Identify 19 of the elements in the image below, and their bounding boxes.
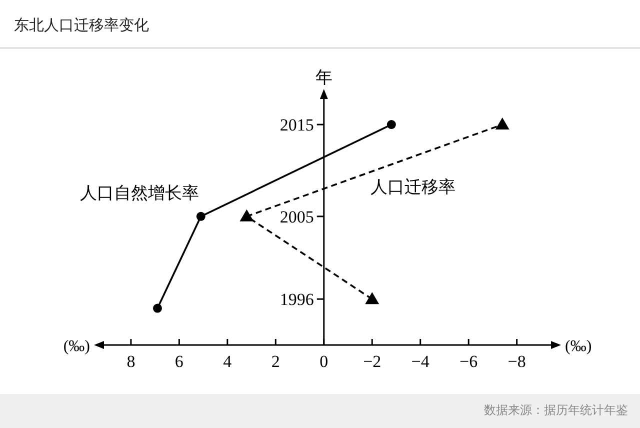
xtick: 8: [126, 352, 136, 371]
xtick: 4: [223, 352, 232, 371]
xtick: 0: [320, 352, 328, 371]
xtick: −8: [508, 352, 526, 371]
ytick: 2005: [280, 207, 314, 226]
xtick: −6: [460, 352, 478, 371]
ylabel: 年: [315, 68, 332, 88]
xlabel: (‰): [565, 338, 592, 355]
series-label: 人口迁移率: [370, 177, 456, 198]
xtick: 6: [174, 352, 184, 371]
xlabel: (‰): [63, 338, 90, 355]
title: 东北人口迁移率变化: [14, 16, 149, 34]
ytick: 1996: [280, 290, 314, 310]
ytick: 2015: [280, 116, 314, 135]
series-label: 人口自然增长率: [80, 183, 199, 204]
xtick: −2: [363, 352, 382, 371]
annotation: 数据来源：据历年统计年鉴: [484, 403, 628, 417]
xtick: 2: [271, 352, 280, 371]
xtick: −4: [411, 352, 430, 371]
